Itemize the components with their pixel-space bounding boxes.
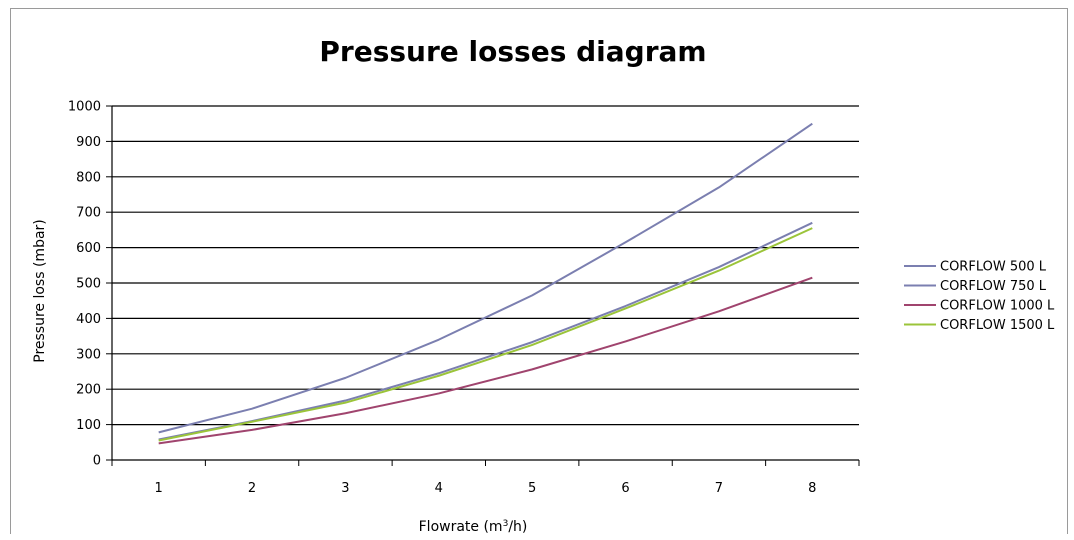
series-line-corflow-1500-l — [158, 227, 813, 442]
x-axis-title-prefix: Flowrate (m — [419, 519, 503, 535]
y-tick-label: 900 — [76, 135, 101, 150]
series-lines — [158, 122, 813, 445]
y-tick-label: 100 — [76, 418, 101, 433]
x-tick-label: 5 — [528, 481, 536, 496]
x-tick-label: 2 — [248, 481, 256, 496]
x-tick-label: 7 — [715, 481, 723, 496]
legend: CORFLOW 500 L CORFLOW 750 L CORFLOW 1000 L… — [904, 260, 1055, 333]
y-tick-label: 800 — [76, 170, 101, 185]
legend-label: CORFLOW 1000 L — [940, 299, 1055, 314]
x-tick-label: 6 — [621, 481, 629, 496]
legend-label: CORFLOW 750 L — [940, 279, 1047, 294]
series-line-corflow-1000-l — [158, 276, 813, 445]
pressure-loss-chart: Pressure losses diagram 0 100 200 300 400 500… — [32, 35, 1055, 535]
y-axis-title: Pressure loss (mbar) — [32, 219, 48, 363]
series-line-corflow-500-l — [158, 122, 813, 434]
x-tick-label: 4 — [435, 481, 443, 496]
y-tick-label: 200 — [76, 383, 101, 398]
chart-frame: Pressure losses diagram 0 100 200 300 400 500… — [10, 8, 1068, 535]
x-axis-title-superscript: 3 — [503, 519, 509, 529]
legend-label: CORFLOW 500 L — [940, 260, 1047, 275]
y-tick-label: 600 — [76, 241, 101, 256]
x-tick-label: 1 — [155, 481, 163, 496]
y-tick-label: 300 — [76, 347, 101, 362]
y-tick-label: 500 — [76, 277, 101, 292]
y-tick-label: 400 — [76, 312, 101, 327]
x-tick-label: 8 — [808, 481, 816, 496]
legend-label: CORFLOW 1500 L — [940, 318, 1055, 333]
y-tick-label: 700 — [76, 206, 101, 221]
axes: 0 100 200 300 400 500 600 700 800 900 1000 1 2 3 4 5 6 7 8 — [68, 100, 860, 496]
y-tick-label: 1000 — [68, 100, 101, 115]
x-axis-title: Flowrate (m3/h) — [419, 519, 528, 535]
x-axis-title-suffix: /h) — [508, 519, 527, 535]
y-tick-label: 0 — [93, 454, 101, 469]
gridlines — [112, 105, 859, 426]
chart-title: Pressure losses diagram — [319, 35, 706, 68]
x-tick-label: 3 — [341, 481, 349, 496]
